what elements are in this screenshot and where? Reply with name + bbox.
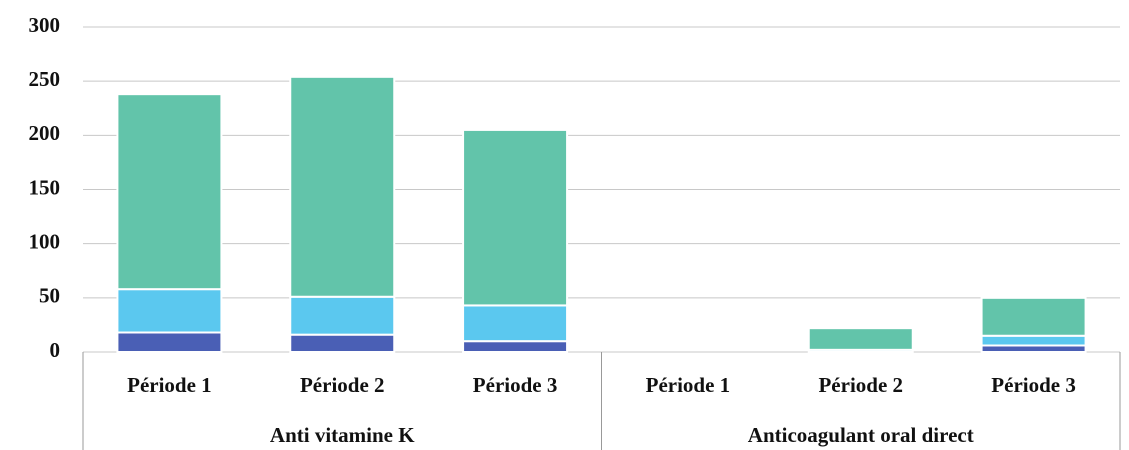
bar-segment bbox=[116, 93, 223, 291]
bar-segment bbox=[462, 128, 569, 307]
y-tick-label: 250 bbox=[29, 67, 61, 91]
bar-segment bbox=[289, 75, 396, 298]
y-tick-label: 100 bbox=[29, 229, 61, 253]
bar-segment bbox=[116, 331, 223, 353]
y-tick-label: 300 bbox=[29, 13, 61, 37]
bar-segment bbox=[462, 340, 569, 353]
y-tick-label: 150 bbox=[29, 175, 61, 199]
bar-segment bbox=[980, 334, 1087, 347]
x-tick-label: Période 3 bbox=[991, 373, 1076, 397]
bar-segment bbox=[807, 327, 914, 351]
bar-segment bbox=[462, 304, 569, 343]
x-tick-label: Période 2 bbox=[300, 373, 385, 397]
y-tick-label: 200 bbox=[29, 121, 61, 145]
y-tick-label: 50 bbox=[39, 284, 60, 308]
x-tick-label: Période 1 bbox=[127, 373, 212, 397]
x-tick-label: Période 2 bbox=[818, 373, 903, 397]
x-tick-label: Période 3 bbox=[473, 373, 558, 397]
x-tick-label: Période 1 bbox=[646, 373, 731, 397]
bar-segment bbox=[116, 288, 223, 334]
group-label: Anticoagulant oral direct bbox=[748, 423, 974, 447]
group-label: Anti vitamine K bbox=[270, 423, 415, 447]
bar-segment bbox=[289, 295, 396, 336]
y-tick-label: 0 bbox=[50, 338, 61, 362]
bar-segment bbox=[980, 296, 1087, 337]
bar-segment bbox=[289, 333, 396, 353]
